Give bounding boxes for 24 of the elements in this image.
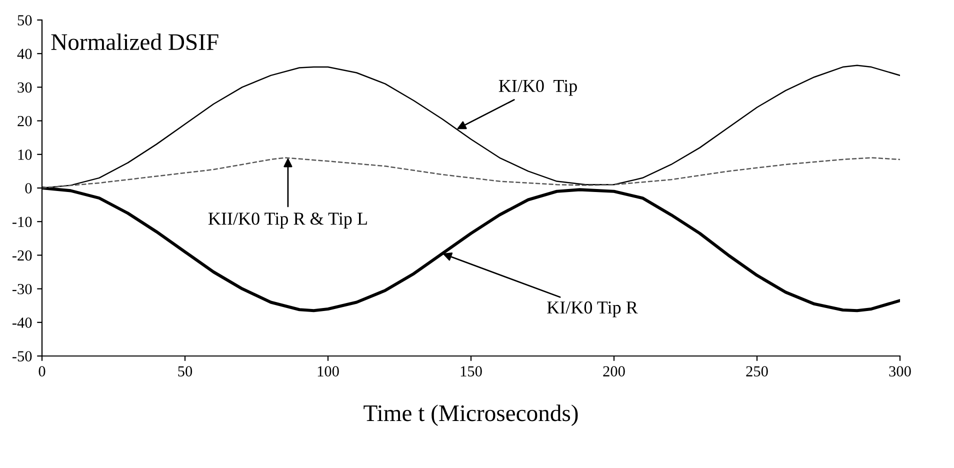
- y-tick-label: 0: [25, 183, 32, 194]
- x-tick-label: 300: [889, 366, 911, 376]
- x-tick-label: 200: [603, 366, 625, 376]
- x-tick-label: 150: [460, 366, 482, 376]
- y-tick-label: -20: [12, 250, 32, 261]
- x-tick-label: 0: [38, 366, 46, 376]
- annotation: KI/K0 Tip R: [547, 301, 638, 318]
- annotation: KI/K0 Tip: [498, 80, 577, 96]
- y-tick-label: -30: [12, 284, 32, 294]
- y-tick-label: 50: [18, 15, 32, 26]
- annotation: KII/K0 Tip R & Tip L: [208, 212, 367, 228]
- annotation: Normalized DSIF: [51, 33, 218, 50]
- x-axis-title: Time t (Microseconds): [364, 404, 578, 426]
- y-tick-label: 20: [18, 116, 32, 126]
- y-tick-label: -40: [12, 318, 32, 328]
- x-tick-label: 250: [746, 366, 768, 376]
- y-tick-label: 30: [18, 82, 32, 93]
- y-tick-label: -10: [12, 216, 32, 228]
- x-tick-label: 50: [178, 366, 192, 376]
- x-tick-label: 100: [318, 366, 339, 376]
- y-tick-label: -50: [12, 351, 32, 362]
- y-tick-label: 10: [18, 150, 32, 160]
- y-tick-label: 40: [17, 48, 32, 60]
- line-series: [42, 157, 900, 189]
